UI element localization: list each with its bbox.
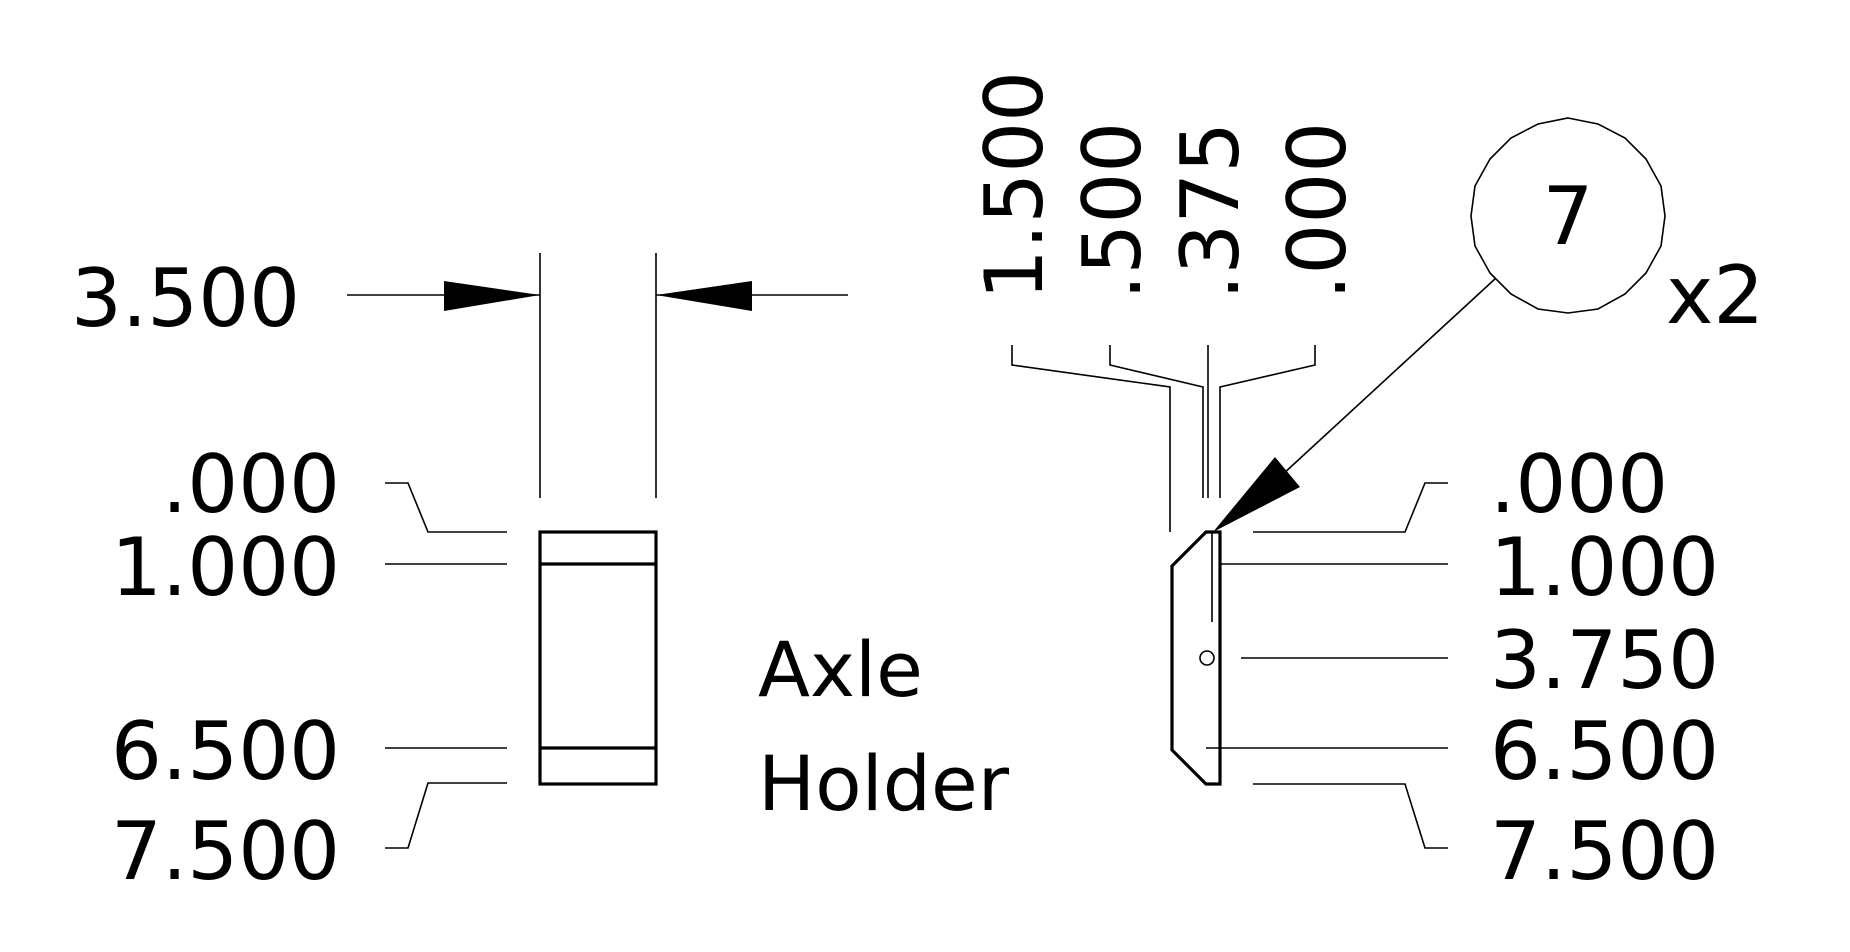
top-ordinate-label-1: .500 [1066, 122, 1159, 300]
width-arrow-right [656, 281, 752, 311]
top-ordinate-label-0: 1.500 [968, 71, 1061, 300]
ordinate-label-side-3: 6.500 [1490, 705, 1719, 798]
ordinate-label-front-0: .000 [162, 438, 340, 531]
balloon-number: 7 [1543, 170, 1594, 263]
side-view-hole [1199, 650, 1215, 666]
balloon-leader-arrow [1213, 457, 1300, 532]
ordinate-label-side-1: 1.000 [1490, 521, 1719, 614]
item-balloon: 7 x2 [1213, 117, 1764, 532]
top-ordinate-leader-0 [1011, 345, 1171, 532]
ordinate-label-front-1: 1.000 [111, 521, 340, 614]
side-view-outline [1170, 530, 1222, 786]
ordinate-label-side-0: .000 [1490, 438, 1668, 531]
ordinate-leader-front-0 [385, 482, 507, 533]
ordinate-leader-side-4 [1253, 783, 1448, 849]
front-view-outline [538, 530, 658, 786]
balloon-circle [1470, 117, 1666, 314]
width-dimension-label: 3.500 [71, 252, 300, 345]
part-title-line-1: Axle [758, 625, 923, 714]
side-view: 1.500 .500 .375 .000 .000 1.000 3.750 6.… [968, 71, 1719, 898]
ordinate-label-side-4: 7.500 [1490, 805, 1719, 898]
ordinate-label-front-3: 7.500 [111, 805, 340, 898]
ordinate-label-side-2: 3.750 [1490, 614, 1719, 707]
balloon-leader [1281, 277, 1497, 476]
ordinate-leader-front-3 [385, 782, 507, 849]
front-view: 3.500 .000 1.000 6.500 7.500 [71, 252, 848, 898]
width-arrow-left [444, 281, 540, 311]
part-title-line-2: Holder [758, 739, 1010, 828]
ordinate-label-front-2: 6.500 [111, 705, 340, 798]
top-ordinate-leader-3 [1219, 345, 1316, 498]
top-ordinate-label-2: .375 [1164, 122, 1257, 300]
quantity-label: x2 [1666, 249, 1764, 342]
top-ordinate-leader-1 [1109, 345, 1204, 498]
top-ordinate-label-3: .000 [1271, 122, 1364, 300]
ordinate-leader-side-0 [1253, 482, 1448, 533]
part-title: Axle Holder [758, 625, 1010, 828]
